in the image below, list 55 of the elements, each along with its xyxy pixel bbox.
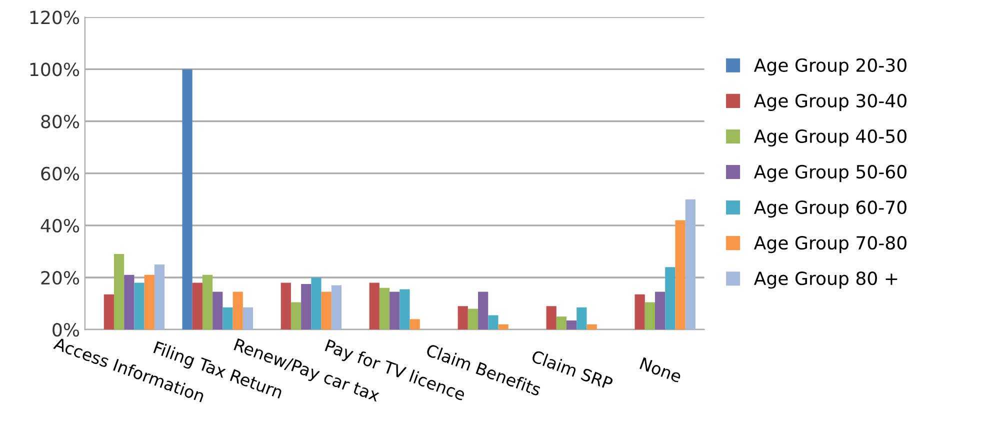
bar bbox=[202, 274, 213, 330]
bar bbox=[478, 292, 488, 330]
legend-label: Age Group 50-60 bbox=[754, 164, 906, 182]
bar bbox=[232, 292, 243, 330]
y-tick-label: 80% bbox=[41, 114, 80, 128]
bar bbox=[576, 307, 587, 330]
legend-label: Age Group 40-50 bbox=[754, 129, 906, 147]
bar bbox=[400, 289, 410, 330]
y-tick-label: 20% bbox=[41, 270, 80, 285]
bar bbox=[458, 306, 468, 330]
bar bbox=[369, 282, 380, 330]
bar bbox=[290, 302, 302, 330]
bar bbox=[546, 306, 556, 330]
bar bbox=[144, 274, 154, 330]
bar bbox=[390, 292, 400, 330]
legend-label: Age Group 20-30 bbox=[754, 58, 906, 76]
bar bbox=[586, 324, 597, 330]
bar bbox=[104, 294, 114, 330]
y-tick-label: 60% bbox=[41, 166, 80, 180]
bar bbox=[212, 292, 223, 330]
bar bbox=[182, 69, 192, 330]
bar bbox=[556, 316, 567, 330]
x-tick-label: None bbox=[640, 357, 682, 383]
y-tick-label: 0% bbox=[52, 323, 80, 337]
bar bbox=[488, 315, 498, 330]
bar bbox=[685, 199, 696, 330]
bar bbox=[654, 292, 666, 330]
bar bbox=[192, 282, 202, 330]
bar bbox=[301, 284, 312, 330]
bar bbox=[311, 277, 322, 330]
bar bbox=[280, 282, 291, 330]
bar bbox=[124, 274, 134, 330]
bar bbox=[379, 288, 390, 330]
bar bbox=[154, 264, 165, 330]
y-tick-label: 120% bbox=[30, 10, 80, 24]
bar bbox=[468, 308, 478, 330]
legend-label: Age Group 80 + bbox=[754, 272, 898, 289]
bar bbox=[242, 307, 254, 330]
y-tick-label: 40% bbox=[40, 218, 80, 233]
legend-label: Age Group 60-70 bbox=[754, 200, 906, 218]
legend-label: Age Group 70-80 bbox=[754, 236, 906, 254]
bar bbox=[410, 319, 420, 330]
bar bbox=[134, 282, 144, 330]
bar bbox=[222, 307, 233, 330]
bar bbox=[675, 220, 686, 330]
bar bbox=[498, 324, 508, 330]
bar bbox=[644, 302, 655, 330]
bar bbox=[566, 320, 577, 330]
bar bbox=[321, 292, 332, 330]
bar bbox=[665, 267, 676, 330]
bar bbox=[114, 254, 124, 330]
y-tick-label: 100% bbox=[30, 62, 80, 76]
legend-label: Age Group 30-40 bbox=[754, 94, 906, 112]
bar bbox=[331, 285, 342, 330]
bar bbox=[634, 294, 645, 330]
